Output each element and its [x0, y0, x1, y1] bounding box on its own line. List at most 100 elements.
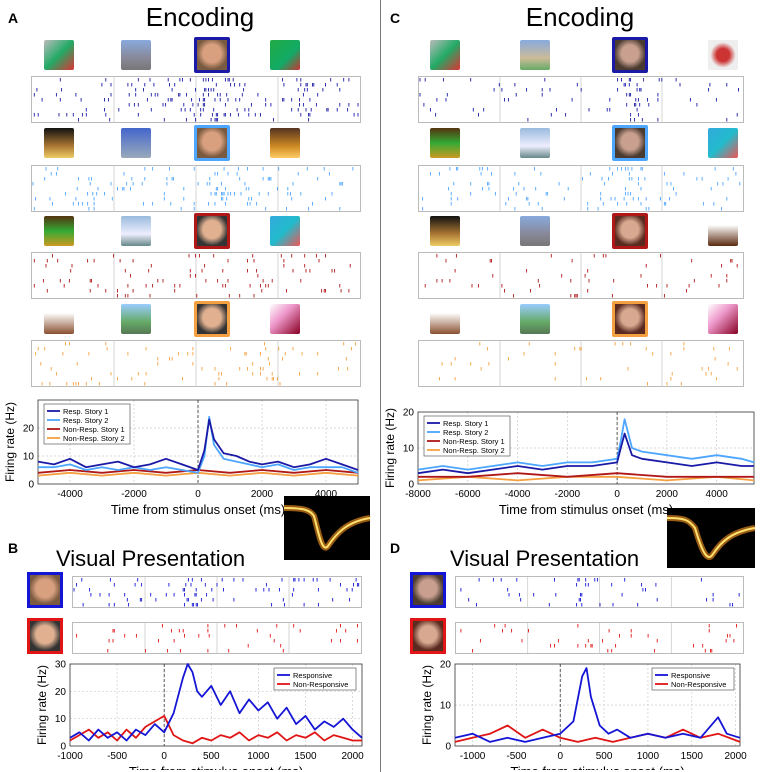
- x-axis-label: Time from stimulus onset (ms): [499, 502, 673, 517]
- y-tick-label: 10: [440, 701, 452, 712]
- stimulus-thumb-shirt-c: [708, 128, 738, 158]
- y-tick-label: 10: [55, 714, 67, 725]
- series-line: [454, 724, 741, 743]
- stimulus-thumb-cake: [708, 216, 738, 246]
- spike-waveform-a: [284, 496, 370, 560]
- panel-divider: [380, 0, 381, 772]
- x-tick-label: -2000: [121, 489, 147, 500]
- y-tick-label: 20: [23, 424, 35, 435]
- stimulus-thumb-building: [121, 304, 151, 334]
- legend-entry: Non-Resp. Story 2: [63, 434, 125, 443]
- stimulus-thumb-shirt: [270, 216, 300, 246]
- raster-resp-story2-c: [418, 165, 744, 212]
- series-line: [69, 715, 362, 745]
- stimulus-thumb-box: [44, 304, 74, 334]
- stimulus-thumb-monument-c: [520, 216, 550, 246]
- face-thumb-blue-d: [410, 572, 446, 608]
- raster-nonresp-story1-a: [31, 252, 361, 299]
- legend-entry: Resp. Story 2: [443, 428, 488, 437]
- stimulus-thumb-face-red: [194, 213, 230, 249]
- x-tick-label: 1000: [247, 751, 270, 762]
- stimulus-thumb-dove-c: [430, 40, 460, 70]
- y-tick-label: 0: [445, 742, 451, 753]
- raster-responsive-d: [455, 576, 744, 608]
- psth-chart-b: -1000 -500 0 500 1000 1500 2000 0 10 20 30 Time fro…: [35, 660, 364, 771]
- y-axis-label: Firing rate (Hz): [3, 402, 17, 482]
- x-axis-label: Time from stimulus onset (ms): [510, 764, 684, 770]
- stimulus-thumb-waterfall: [121, 216, 151, 246]
- face-thumb-blue-b: [27, 572, 63, 608]
- series-line: [418, 472, 754, 478]
- psth-chart-a: -4000 -2000 0 2000 4000 0 10 20 Time from stimul…: [3, 399, 359, 517]
- stimulus-thumb-woman-red: [612, 213, 648, 249]
- series-line: [417, 418, 755, 471]
- panel-title-encoding-a: Encoding: [145, 2, 255, 32]
- panel-title-visual-d: Visual Presentation: [450, 546, 640, 571]
- x-tick-label: 500: [203, 751, 220, 762]
- y-axis-label: Firing rate (Hz): [35, 665, 49, 745]
- x-tick-label: 2000: [724, 751, 747, 762]
- y-tick-label: 20: [55, 687, 67, 698]
- panel-title-encoding-c: Encoding: [525, 2, 635, 32]
- raster-nonresp-story2-a: [31, 340, 361, 387]
- legend-entry: Non-Responsive: [293, 680, 348, 689]
- x-tick-label: 2000: [251, 489, 274, 500]
- stimulus-thumb-woman-blue: [612, 37, 648, 73]
- legend-entry: Non-Resp. Story 1: [63, 425, 125, 434]
- raster-responsive-b: [72, 576, 362, 608]
- x-tick-label: 2000: [656, 489, 679, 500]
- stimulus-thumb-christmas-c: [430, 128, 460, 158]
- legend-entry: Non-Resp. Story 1: [443, 437, 505, 446]
- x-tick-label: 4000: [706, 489, 729, 500]
- series-line: [69, 663, 363, 742]
- stimulus-thumb-pingpong: [270, 40, 300, 70]
- face-thumb-red-d: [410, 618, 446, 654]
- raster-nonresp-story2-c: [418, 340, 744, 387]
- stimulus-thumb-woman-orange: [612, 301, 648, 337]
- x-tick-label: 1500: [681, 751, 704, 762]
- stimulus-thumb-face-lightblue: [194, 125, 230, 161]
- stimulus-thumb-face-blue: [194, 37, 230, 73]
- series-line: [454, 667, 741, 743]
- raster-resp-story2-a: [31, 165, 361, 212]
- x-tick-label: 1500: [294, 751, 317, 762]
- y-tick-label: 0: [408, 480, 414, 491]
- psth-chart-d: -1000 -500 0 500 1000 1500 2000 0 10 20 Time from …: [420, 660, 747, 771]
- legend-entry: Responsive: [293, 671, 332, 680]
- x-tick-label: -500: [506, 751, 526, 762]
- legend-box: [273, 667, 357, 691]
- x-tick-label: -1000: [460, 751, 486, 762]
- raster-nonresp-story1-c: [418, 252, 744, 299]
- stimulus-thumb-woman-lightblue: [612, 125, 648, 161]
- spike-waveform-c: [667, 508, 755, 568]
- stimulus-thumb-basket: [708, 40, 738, 70]
- panel-title-visual-b: Visual Presentation: [56, 546, 246, 571]
- x-tick-label: -6000: [455, 489, 481, 500]
- panel-letter-b: B: [8, 540, 19, 556]
- y-tick-label: 10: [23, 452, 35, 463]
- x-tick-label: 0: [161, 751, 167, 762]
- y-axis-label: Firing rate (Hz): [420, 665, 434, 745]
- raster-resp-story1-c: [418, 76, 744, 123]
- legend-entry: Resp. Story 1: [443, 419, 488, 428]
- stimulus-thumb-box-c: [430, 304, 460, 334]
- panel-letter-a: A: [8, 10, 19, 26]
- y-tick-label: 30: [55, 660, 67, 671]
- y-tick-label: 10: [403, 444, 415, 455]
- x-axis-label: Time from stimulus onset (ms): [129, 764, 303, 770]
- legend-entry: Non-Responsive: [671, 680, 726, 689]
- x-tick-label: 0: [557, 751, 563, 762]
- stimulus-thumb-candles: [44, 128, 74, 158]
- x-tick-label: 0: [195, 489, 201, 500]
- stimulus-thumb-christmas-tree: [44, 216, 74, 246]
- stimulus-thumb-face-orange: [194, 301, 230, 337]
- stimulus-thumb-beer: [270, 128, 300, 158]
- legend-entry: Responsive: [671, 671, 710, 680]
- stimulus-thumb-monument: [121, 40, 151, 70]
- stimulus-thumb-wine-c: [708, 304, 738, 334]
- series-line: [37, 418, 359, 471]
- psth-chart-c: -8000 -6000 -4000 -2000 0 2000 4000 0 10 20 Time f…: [383, 408, 755, 517]
- stimulus-thumb-stadium: [520, 304, 550, 334]
- panel-letter-d: D: [390, 540, 401, 556]
- x-tick-label: 0: [614, 489, 620, 500]
